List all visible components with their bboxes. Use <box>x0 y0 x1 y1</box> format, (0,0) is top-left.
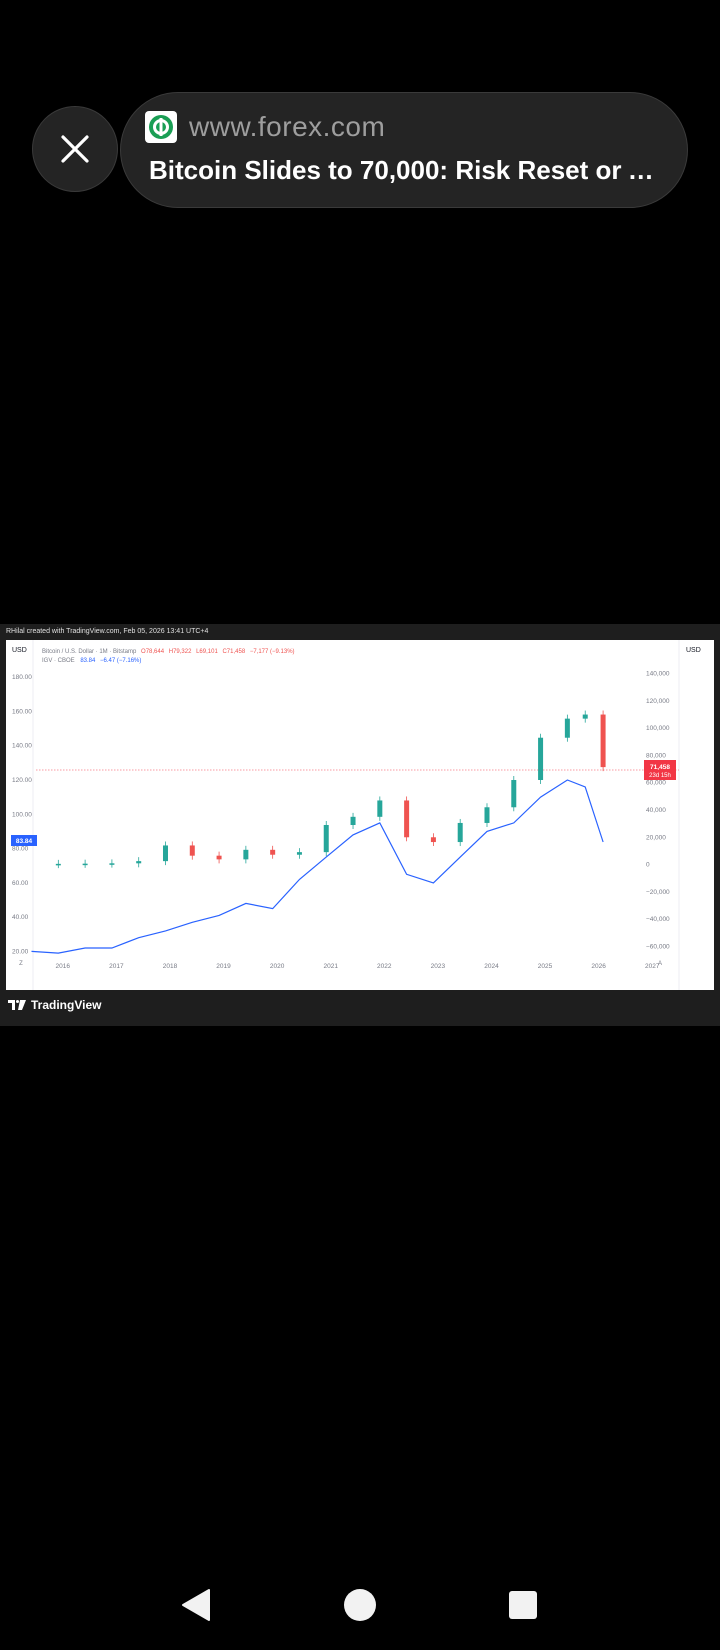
btc-candle-body <box>538 737 544 780</box>
left-axis-tick: 140.00 <box>12 743 32 750</box>
btc-candle-body <box>511 780 517 808</box>
right-axis-tick: 20,000 <box>646 834 666 841</box>
right-axis-tick: 120,000 <box>646 698 670 705</box>
btc-candle-body <box>243 849 249 860</box>
btc-candle-body <box>430 837 436 843</box>
chart-plot-area: USD USD Bitcoin / U.S. Dollar · 1M · Bit… <box>6 640 714 990</box>
igv-price-tag: 83.84 <box>11 835 37 846</box>
back-triangle-icon <box>182 1589 210 1621</box>
btc-candle-body <box>323 825 329 853</box>
btc-candle-body <box>600 714 606 768</box>
ohlc-close: C71,458 <box>222 649 245 655</box>
left-axis-tick: 40.00 <box>12 914 29 921</box>
page-title: Bitcoin Slides to 70,000: Risk Reset or … <box>149 155 669 185</box>
close-button[interactable] <box>32 106 118 192</box>
x-axis-tick: 2017 <box>109 963 124 970</box>
x-axis-tick: 2024 <box>484 963 499 970</box>
chart-attribution: RHilal created with TradingView.com, Feb… <box>6 628 209 635</box>
navigation-bar <box>0 1560 720 1650</box>
btc-candle-body <box>109 863 115 865</box>
tradingview-logo: TradingView <box>8 998 101 1012</box>
btc-candle-body <box>136 861 142 864</box>
url-bar[interactable]: www.forex.com Bitcoin Slides to 70,000: … <box>120 92 688 208</box>
site-url: www.forex.com <box>189 111 386 142</box>
x-axis-tick: 2018 <box>163 963 178 970</box>
right-axis-tick: −40,000 <box>646 916 670 923</box>
x-axis-tick: 2025 <box>538 963 553 970</box>
btc-price-tag: 71,458 23d 15h <box>644 760 676 780</box>
btc-candle-body <box>296 852 302 855</box>
auto-scale-icon[interactable]: A <box>658 961 662 967</box>
x-axis-tick: 2023 <box>431 963 446 970</box>
btc-candle-body <box>457 822 463 843</box>
btc-candle-body <box>82 863 88 866</box>
x-axis-tick: 2026 <box>591 963 606 970</box>
x-axis-tick: 2027 <box>645 963 660 970</box>
close-icon <box>61 135 89 163</box>
ohlc-low: L69,101 <box>196 649 218 655</box>
ohlc-open: O78,644 <box>141 649 165 655</box>
recents-button[interactable] <box>498 1580 548 1630</box>
left-axis-tick: 160.00 <box>12 708 32 715</box>
right-axis-tick: 140,000 <box>646 671 670 678</box>
btc-candle-body <box>55 863 61 866</box>
right-axis-tick: −20,000 <box>646 889 670 896</box>
igv-series-line <box>31 779 604 954</box>
btc-candle-body <box>484 807 490 823</box>
btc-candle-body <box>377 800 383 817</box>
right-axis-tick: 60,000 <box>646 780 666 787</box>
forex-favicon-icon <box>145 111 177 143</box>
right-axis-tick: 100,000 <box>646 725 670 732</box>
btc-candle-body <box>162 845 168 862</box>
home-button[interactable] <box>335 1580 385 1630</box>
left-axis-tick: 120.00 <box>12 777 32 784</box>
series2-change: −6.47 (−7.16%) <box>100 658 141 664</box>
ohlc-change: −7,177 (−9.13%) <box>250 649 295 655</box>
x-axis-tick: 2021 <box>323 963 338 970</box>
left-axis-tick: 80.00 <box>12 846 29 853</box>
left-axis-tick: 180.00 <box>12 674 32 681</box>
svg-text:83.84: 83.84 <box>16 838 33 845</box>
back-button[interactable] <box>172 1580 222 1630</box>
left-axis-tick: 20.00 <box>12 948 29 955</box>
svg-text:71,458: 71,458 <box>650 764 670 771</box>
left-currency-label: USD <box>12 647 27 654</box>
btc-candle-body <box>189 845 195 856</box>
chart-image: RHilal created with TradingView.com, Feb… <box>0 624 720 1026</box>
right-currency-label: USD <box>686 647 701 654</box>
series2-value: 83.84 <box>80 658 96 664</box>
btc-candle-body <box>404 800 410 838</box>
btc-candle-body <box>270 849 276 855</box>
btc-candle-body <box>564 718 570 738</box>
svg-text:23d 15h: 23d 15h <box>649 773 671 779</box>
right-axis-tick: 80,000 <box>646 752 666 759</box>
right-axis-tick: 40,000 <box>646 807 666 814</box>
x-axis-tick: 2020 <box>270 963 285 970</box>
svg-text:IGV · CBOE 83.84: IGV · CBOE 83.84 −6.47 (−7.16%) <box>42 658 141 664</box>
btc-candle-body <box>582 714 588 719</box>
btc-candle-body <box>350 816 356 825</box>
svg-text:Bitcoin / U.S. Dollar · 1M · B: Bitcoin / U.S. Dollar · 1M · Bitstamp O7… <box>42 649 295 655</box>
x-axis-tick: 2022 <box>377 963 392 970</box>
left-axis-tick: 60.00 <box>12 880 29 887</box>
x-axis-tick: 2019 <box>216 963 231 970</box>
left-axis-tick: 100.00 <box>12 811 32 818</box>
tradingview-logo-icon <box>8 1000 26 1010</box>
series2-label: IGV · CBOE <box>42 658 75 664</box>
right-axis-tick: −60,000 <box>646 943 670 950</box>
btc-candle-body <box>216 855 222 860</box>
series1-label: Bitcoin / U.S. Dollar · 1M · Bitstamp <box>42 649 137 655</box>
right-axis-tick: 0 <box>646 862 650 869</box>
ohlc-high: H79,322 <box>169 649 192 655</box>
recents-square-icon <box>509 1591 537 1619</box>
x-axis-tick: 2016 <box>56 963 71 970</box>
timezone-icon[interactable]: Z <box>19 961 23 967</box>
home-circle-icon <box>344 1589 376 1621</box>
tradingview-logo-text: TradingView <box>31 998 102 1012</box>
